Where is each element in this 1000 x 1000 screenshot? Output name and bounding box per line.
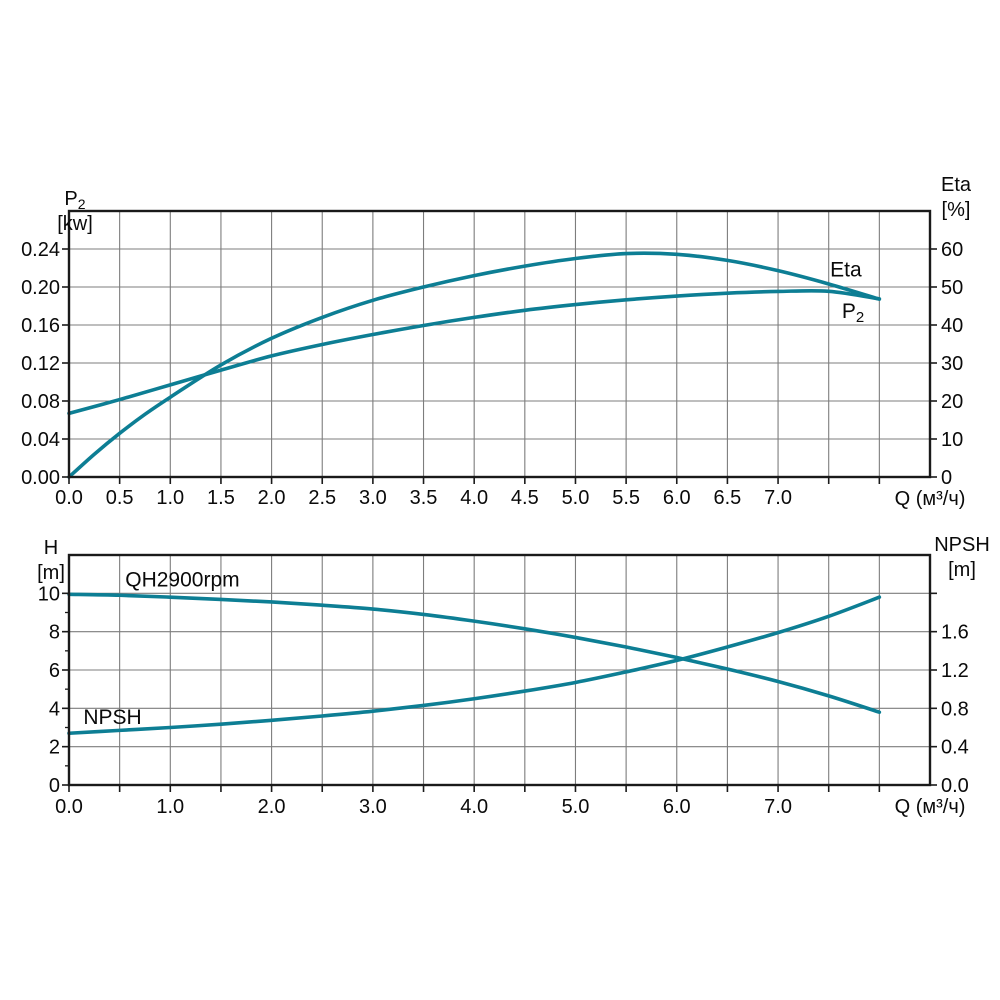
x-tick-label: 6.0 — [663, 796, 691, 818]
x-tick-label: 0.0 — [55, 796, 83, 818]
x-tick-label: 1.0 — [156, 487, 184, 509]
y-right-axis-title: Eta — [941, 174, 972, 196]
y-right-tick-label: 1.6 — [941, 622, 969, 644]
x-tick-label: 2.0 — [258, 796, 286, 818]
y-left-axis-title: [kw] — [57, 213, 93, 235]
curve-label-eta: Eta — [830, 258, 862, 281]
x-tick-label: 1.0 — [156, 796, 184, 818]
x-tick-label: 2.5 — [308, 487, 336, 509]
x-tick-label: 7.0 — [764, 796, 792, 818]
y-left-tick-label: 8 — [49, 622, 60, 644]
y-left-tick-label: 0.20 — [21, 277, 60, 299]
y-right-tick-label: 40 — [941, 315, 963, 337]
y-right-tick-label: 1.2 — [941, 660, 969, 682]
x-tick-label: 0.5 — [106, 487, 134, 509]
curve-qh2900rpm — [67, 592, 882, 714]
y-right-axis-title: NPSH — [934, 534, 990, 556]
x-axis-title: Q (м³/ч) — [895, 796, 966, 818]
x-tick-label: 3.0 — [359, 796, 387, 818]
y-left-tick-label: 0 — [49, 775, 60, 797]
y-right-axis-title: [m] — [948, 559, 976, 581]
curve-npsh — [67, 595, 882, 736]
curve-label-qh2900rpm: QH2900rpm — [125, 569, 239, 592]
y-right-tick-label: 10 — [941, 429, 963, 451]
curve-label-p2: P2 — [842, 300, 864, 326]
x-tick-label: 3.5 — [410, 487, 438, 509]
x-axis-title: Q (м³/ч) — [895, 488, 966, 510]
x-tick-label: 4.0 — [460, 796, 488, 818]
y-right-tick-label: 30 — [941, 353, 963, 375]
x-tick-label: 0.0 — [55, 487, 83, 509]
x-tick-label: 3.0 — [359, 487, 387, 509]
y-left-tick-label: 10 — [38, 583, 60, 605]
y-right-tick-label: 0.0 — [941, 775, 969, 797]
x-tick-label: 5.0 — [562, 796, 590, 818]
y-left-tick-label: 4 — [49, 698, 60, 720]
x-tick-label: 6.5 — [714, 487, 742, 509]
y-left-tick-label: 0.04 — [21, 429, 60, 451]
y-left-tick-label: 2 — [49, 737, 60, 759]
power-efficiency-chart: 0.0 0.5 1.0 1.5 2.0 2.5 3.0 3.5 4.0 4.5 5.0 5.5 6.0 6… — [21, 174, 972, 510]
x-tick-label: 4.0 — [460, 487, 488, 509]
y-right-tick-label: 20 — [941, 391, 963, 413]
y-left-tick-label: 0.12 — [21, 353, 60, 375]
x-tick-label: 5.0 — [562, 487, 590, 509]
y-left-axis-title: P2 — [64, 188, 85, 212]
y-right-tick-label: 50 — [941, 277, 963, 299]
curve-label-npsh: NPSH — [83, 706, 141, 729]
y-right-axis-title: [%] — [942, 199, 971, 221]
y-right-tick-label: 0.8 — [941, 698, 969, 720]
y-right-tick-label: 0.4 — [941, 737, 969, 759]
y-left-axis-title: [m] — [37, 562, 65, 584]
x-tick-label: 7.0 — [764, 487, 792, 509]
y-left-tick-label: 0.00 — [21, 467, 60, 489]
x-tick-label: 5.5 — [612, 487, 640, 509]
x-tick-label: 1.5 — [207, 487, 235, 509]
y-left-tick-label: 6 — [49, 660, 60, 682]
y-right-tick-label: 60 — [941, 239, 963, 261]
curve-eta — [67, 251, 882, 479]
plot-border — [67, 209, 932, 479]
x-tick-label: 6.0 — [663, 487, 691, 509]
x-tick-label: 2.0 — [258, 487, 286, 509]
y-left-tick-label: 0.24 — [21, 239, 60, 261]
y-left-tick-label: 0.16 — [21, 315, 60, 337]
x-tick-label: 4.5 — [511, 487, 539, 509]
y-right-tick-label: 0 — [941, 467, 952, 489]
y-left-tick-label: 0.08 — [21, 391, 60, 413]
y-left-axis-title: H — [44, 537, 58, 559]
head-npsh-chart: 0.0 1.0 2.0 3.0 4.0 5.0 6.0 7.0 Q (м³/ч) 0 2 4 6 8 10 H… — [37, 534, 990, 818]
